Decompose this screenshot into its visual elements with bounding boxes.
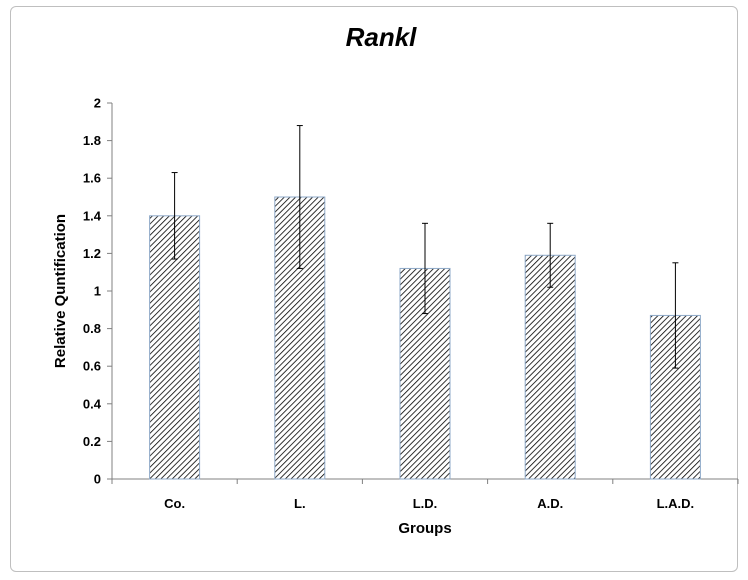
y-tick-label: 1	[94, 284, 101, 299]
bar	[524, 254, 576, 480]
y-tick-label: 0.4	[83, 396, 102, 411]
x-tick-label: Co.	[164, 496, 185, 511]
y-tick-label: 0	[94, 472, 101, 487]
x-tick-label: L.D.	[413, 496, 438, 511]
y-axis-label: Relative Quntification	[52, 214, 69, 368]
y-tick-label: 1.6	[83, 171, 101, 186]
plot-area: 0 0.2 0.4 0.6 0.8 1 1.2 1.4 1.6 1.8 2 Co. L. L.D. A.D.…	[83, 96, 739, 511]
x-tick-label: L.	[294, 496, 306, 511]
chart-frame	[10, 6, 738, 572]
x-axis-label: Groups	[398, 520, 451, 537]
y-tick-label: 2	[94, 96, 101, 111]
y-tick-label: 0.8	[83, 321, 101, 336]
y-tick-label: 1.8	[83, 133, 101, 148]
y-tick-label: 1.4	[83, 208, 102, 223]
x-tick-label: A.D.	[537, 496, 563, 511]
chart-title: Rankl	[346, 22, 418, 52]
y-tick-label: 0.2	[83, 434, 101, 449]
y-tick-label: 1.2	[83, 246, 101, 261]
y-tick-label: 0.6	[83, 359, 101, 374]
x-tick-label: L.A.D.	[657, 496, 695, 511]
bar	[149, 215, 201, 480]
